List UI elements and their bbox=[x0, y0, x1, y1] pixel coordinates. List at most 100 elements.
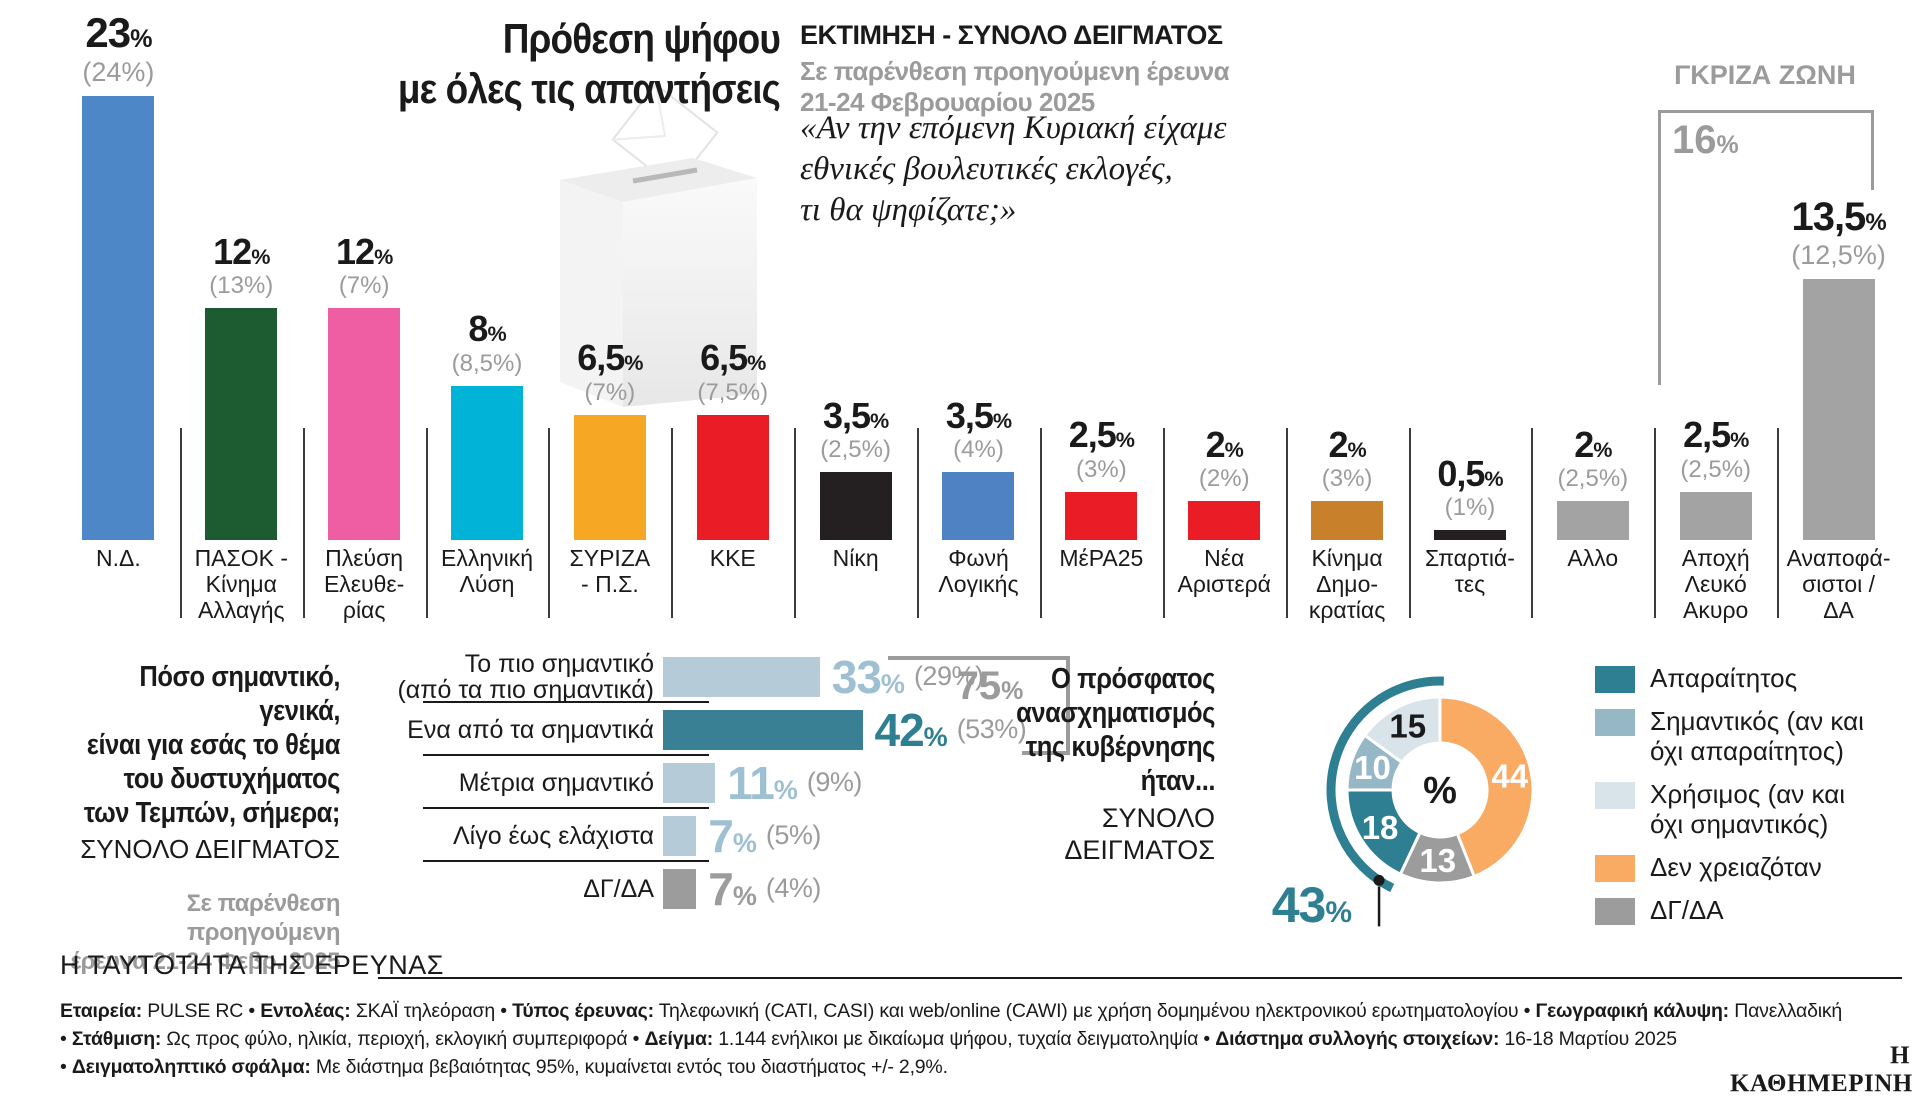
tempi-row: Το πιο σημαντικό (από τα πιο σημαντικά) 3… bbox=[345, 650, 1085, 703]
party-label: Ελληνική Λύση bbox=[441, 545, 534, 597]
party-bar bbox=[1802, 279, 1875, 540]
party-value-labels: 23% (24%) bbox=[47, 10, 190, 88]
party-label: Κίνημα Δημο- κρατίας bbox=[1308, 545, 1386, 623]
party-value: 0,5% bbox=[1399, 454, 1542, 493]
gray-zone-bracket-right bbox=[1871, 110, 1874, 190]
party-value-labels: 6,5% (7%) bbox=[538, 336, 681, 407]
party-column: 0,5% (1%) Σπαρτιά- τες bbox=[1409, 0, 1532, 630]
party-column: 23% (24%) Ν.Δ. bbox=[57, 0, 180, 630]
party-bar bbox=[819, 472, 892, 540]
party-column: 2% (2%) Νέα Αριστερά bbox=[1163, 0, 1286, 630]
survey-identity-heading: Η ΤΑΥΤΟΤΗΤΑ ΤΗΣ ΕΡΕΥΝΑΣ bbox=[60, 950, 444, 980]
party-value-unit: % bbox=[487, 320, 506, 346]
party-previous-value: (2,5%) bbox=[1557, 465, 1629, 493]
identity-text: Με διάστημα βεβαιότητας 95%, κυμαίνεται … bbox=[310, 1056, 948, 1078]
identity-text: Τηλεφωνική (CATI, CASI) και web/online (… bbox=[653, 1000, 1536, 1022]
tempi-value-number: 42 bbox=[874, 703, 925, 756]
legend-swatch bbox=[1595, 709, 1635, 736]
identity-text: • bbox=[60, 1056, 72, 1078]
bracket-75-unit: % bbox=[1001, 677, 1024, 705]
party-value-number: 12 bbox=[336, 230, 375, 272]
bracket-75-number: 75 bbox=[956, 664, 1002, 708]
party-bar bbox=[451, 385, 524, 540]
tempi-bar bbox=[663, 709, 863, 750]
party-column: 6,5% (7%) ΣΥΡΙΖΑ - Π.Σ. bbox=[548, 0, 671, 630]
party-value-unit: % bbox=[1224, 436, 1244, 462]
legend-label: Σημαντικός (αν και όχι απαραίτητος) bbox=[1650, 706, 1864, 766]
party-previous-value: (3%) bbox=[1076, 455, 1127, 483]
party-value-unit: % bbox=[747, 349, 766, 375]
tempi-row-label: Μέτρια σημαντικό bbox=[458, 768, 654, 797]
reshuffle-question-block: Ο πρόσφατος ανασχηματισμός της κυβέρνηση… bbox=[915, 662, 1215, 866]
party-bar bbox=[1679, 491, 1752, 540]
tempi-previous-note: Σε παρένθεση προηγούμενη έρευνα 21-24 Φε… bbox=[70, 890, 340, 975]
party-bar bbox=[1311, 501, 1384, 540]
tempi-value-unit: % bbox=[880, 668, 905, 699]
identity-term: Εταιρεία: bbox=[60, 1000, 142, 1022]
reshuffle-sample-label: ΣΥΝΟΛΟ ΔΕΙΓΜΑΤΟΣ bbox=[1064, 803, 1215, 865]
party-label: Αναποφά- σιστοι / ΔΑ bbox=[1786, 545, 1891, 623]
identity-term: Δείγμα: bbox=[644, 1028, 714, 1050]
party-previous-value: (3%) bbox=[1321, 465, 1373, 493]
gray-zone-label: ΓΚΡΙΖΑ ΖΩΝΗ bbox=[1674, 60, 1856, 90]
party-value-unit: % bbox=[1484, 465, 1503, 491]
party-value-number: 6,5 bbox=[577, 336, 625, 378]
party-label: Σπαρτιά- τες bbox=[1425, 545, 1515, 597]
callout-unit: % bbox=[1325, 896, 1352, 929]
tempi-value-unit: % bbox=[773, 774, 798, 805]
tempi-value: 42% bbox=[874, 703, 948, 757]
tempi-question-block: Πόσο σημαντικό, γενικά, είναι για εσάς τ… bbox=[40, 660, 340, 976]
party-value-unit: % bbox=[1730, 426, 1749, 452]
tempi-row: ΔΓ/ΔΑ 7% (4%) bbox=[345, 862, 1085, 915]
identity-term: Γεωγραφική κάλυψη: bbox=[1535, 1000, 1729, 1022]
tempi-value-unit: % bbox=[732, 827, 757, 858]
column-divider bbox=[794, 428, 797, 618]
party-value-number: 12 bbox=[213, 230, 252, 272]
legend-label: Χρήσιμος (αν και όχι σημαντικός) bbox=[1650, 779, 1846, 839]
party-previous-value: (2,5%) bbox=[820, 436, 891, 464]
gray-zone-bracket-left bbox=[1658, 110, 1661, 385]
tempi-value-number: 11 bbox=[727, 756, 775, 809]
party-value-number: 3,5 bbox=[945, 394, 994, 436]
party-value-unit: % bbox=[870, 407, 889, 433]
party-label: Πλεύση Ελευθε- ρίας bbox=[323, 545, 405, 623]
reshuffle-question: Ο πρόσφατος ανασχηματισμός της κυβέρνηση… bbox=[1016, 663, 1215, 797]
party-value-labels: 12% (13%) bbox=[170, 230, 313, 301]
column-divider bbox=[1039, 428, 1042, 618]
tempi-bar bbox=[663, 656, 820, 697]
column-divider bbox=[302, 428, 305, 618]
party-value-unit: % bbox=[1865, 209, 1886, 237]
identity-text: 1.144 ενήλικοι με δικαίωμα ψήφου, τυχαία… bbox=[713, 1028, 1216, 1050]
party-value-unit: % bbox=[1593, 436, 1612, 462]
column-divider bbox=[179, 428, 182, 618]
party-bar bbox=[1188, 501, 1261, 540]
party-previous-value: (12,5%) bbox=[1791, 240, 1886, 271]
party-column: 8% (8,5%) Ελληνική Λύση bbox=[426, 0, 549, 630]
party-value-labels: 0,5% (1%) bbox=[1399, 454, 1542, 523]
column-divider bbox=[1777, 428, 1780, 618]
party-value-unit: % bbox=[374, 243, 393, 269]
column-divider bbox=[1654, 428, 1657, 618]
party-column: 3,5% (2,5%) Νίκη bbox=[794, 0, 917, 630]
identity-text: Ως προς φύλο, ηλικία, περιοχή, εκλογική … bbox=[161, 1028, 645, 1050]
bracket-75-right bbox=[1066, 656, 1070, 755]
party-value: 2% bbox=[1521, 423, 1664, 465]
party-bar bbox=[1556, 501, 1629, 540]
legend-swatch bbox=[1595, 666, 1635, 693]
party-column: 6,5% (7,5%) ΚΚΕ bbox=[671, 0, 794, 630]
party-value-number: 2 bbox=[1574, 423, 1594, 465]
party-value: 2,5% bbox=[1644, 416, 1787, 454]
donut-segment bbox=[1438, 695, 1535, 879]
tempi-previous-value: (5%) bbox=[765, 820, 822, 850]
tempi-bar-chart: Το πιο σημαντικό (από τα πιο σημαντικά) 3… bbox=[345, 650, 1085, 915]
estimate-label: ΕΚΤΙΜΗΣΗ - ΣΥΝΟΛΟ ΔΕΙΓΜΑΤΟΣ bbox=[800, 20, 1223, 50]
identity-term: Εντολέας: bbox=[260, 1000, 351, 1022]
identity-line: • Στάθμιση: Ως προς φύλο, ηλικία, περιοχ… bbox=[60, 1025, 1910, 1053]
tempi-row-label: Ενα από τα σημαντικά bbox=[407, 715, 654, 744]
party-previous-value: (7,5%) bbox=[697, 378, 769, 406]
column-divider bbox=[425, 428, 428, 618]
party-previous-value: (8,5%) bbox=[451, 349, 523, 377]
gray-zone-bracket-top bbox=[1658, 110, 1874, 113]
identity-line: • Δειγματοληπτικό σφάλμα: Με διάστημα βε… bbox=[60, 1053, 1910, 1081]
party-value-labels: 2% (2,5%) bbox=[1521, 423, 1664, 494]
